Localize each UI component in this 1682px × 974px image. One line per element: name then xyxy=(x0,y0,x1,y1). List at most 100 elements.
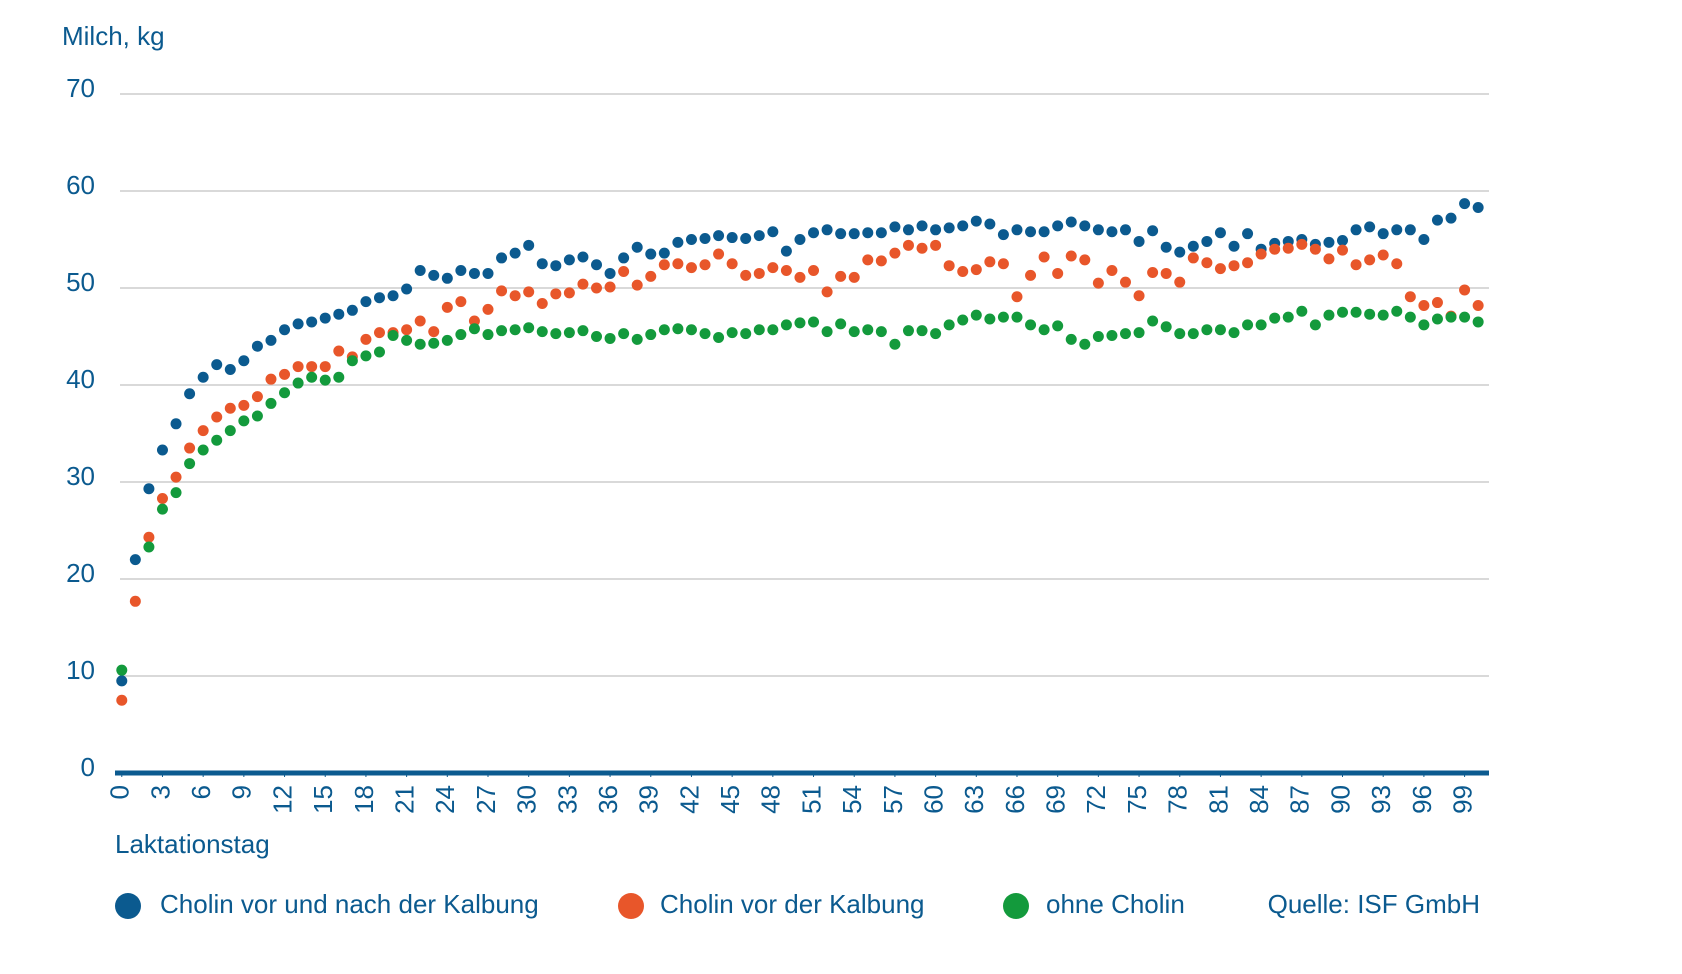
point xyxy=(251,410,263,422)
point xyxy=(184,442,196,454)
point xyxy=(1187,252,1199,264)
point xyxy=(1296,305,1308,317)
point xyxy=(1011,311,1023,323)
point xyxy=(441,334,453,346)
point xyxy=(1106,265,1118,277)
point xyxy=(1309,243,1321,255)
point xyxy=(685,262,697,274)
point xyxy=(441,301,453,313)
point xyxy=(1106,330,1118,342)
y-tick-label: 50 xyxy=(66,267,95,297)
point xyxy=(496,252,508,264)
point xyxy=(455,329,467,341)
point xyxy=(1377,249,1389,261)
point xyxy=(197,425,209,437)
point xyxy=(156,492,168,504)
point xyxy=(767,262,779,274)
point xyxy=(1025,319,1037,331)
point xyxy=(1418,299,1430,311)
point xyxy=(279,324,291,336)
point xyxy=(808,316,820,328)
point xyxy=(170,471,182,483)
point xyxy=(1011,224,1023,236)
point xyxy=(279,368,291,380)
point xyxy=(753,230,765,242)
point xyxy=(143,531,155,543)
point xyxy=(1147,266,1159,278)
point xyxy=(170,418,182,430)
point xyxy=(1459,284,1471,296)
point xyxy=(1092,224,1104,236)
point xyxy=(563,254,575,266)
point xyxy=(482,267,494,279)
point xyxy=(224,402,236,414)
point xyxy=(984,218,996,230)
point xyxy=(808,227,820,239)
point xyxy=(238,399,250,411)
point xyxy=(509,290,521,302)
point xyxy=(1038,324,1050,336)
point xyxy=(184,458,196,470)
legend-marker xyxy=(1003,893,1029,919)
point xyxy=(319,374,331,386)
point xyxy=(808,265,820,277)
point xyxy=(224,425,236,437)
point xyxy=(658,247,670,259)
point xyxy=(1052,220,1064,232)
y-tick-label: 60 xyxy=(66,170,95,200)
point xyxy=(1323,309,1335,321)
point xyxy=(889,338,901,350)
point xyxy=(577,251,589,263)
point xyxy=(618,266,630,278)
point xyxy=(1269,243,1281,255)
point xyxy=(780,319,792,331)
point xyxy=(1079,254,1091,266)
point xyxy=(1364,254,1376,266)
y-tick-label: 0 xyxy=(81,752,95,782)
y-tick-label: 70 xyxy=(66,73,95,103)
point xyxy=(1065,333,1077,345)
point xyxy=(1323,253,1335,265)
x-tick-label: 78 xyxy=(1163,785,1193,814)
point xyxy=(1459,311,1471,323)
point xyxy=(373,292,385,304)
point xyxy=(685,324,697,336)
point xyxy=(604,332,616,344)
point xyxy=(1404,291,1416,303)
point xyxy=(1391,305,1403,317)
point xyxy=(1404,224,1416,236)
x-tick-label: 45 xyxy=(715,785,745,814)
point xyxy=(1472,201,1484,213)
point xyxy=(1350,306,1362,318)
point xyxy=(726,232,738,244)
point xyxy=(1174,328,1186,340)
point xyxy=(645,270,657,282)
point xyxy=(333,371,345,383)
x-tick-label: 99 xyxy=(1447,785,1477,814)
point xyxy=(930,328,942,340)
point xyxy=(1404,311,1416,323)
point xyxy=(930,239,942,251)
point xyxy=(1187,328,1199,340)
point xyxy=(713,331,725,343)
point xyxy=(672,323,684,335)
point xyxy=(1296,238,1308,250)
point xyxy=(1377,228,1389,240)
point xyxy=(1147,315,1159,327)
point xyxy=(821,286,833,298)
point xyxy=(428,269,440,281)
point xyxy=(943,319,955,331)
point xyxy=(156,444,168,456)
point xyxy=(197,444,209,456)
point xyxy=(1201,257,1213,269)
point xyxy=(685,234,697,245)
point xyxy=(902,239,914,251)
point xyxy=(957,220,969,232)
x-tick-label: 69 xyxy=(1041,785,1071,814)
point xyxy=(211,359,223,371)
point xyxy=(387,330,399,342)
point xyxy=(1187,240,1199,252)
point xyxy=(848,228,860,240)
point xyxy=(414,265,426,277)
point xyxy=(672,258,684,270)
